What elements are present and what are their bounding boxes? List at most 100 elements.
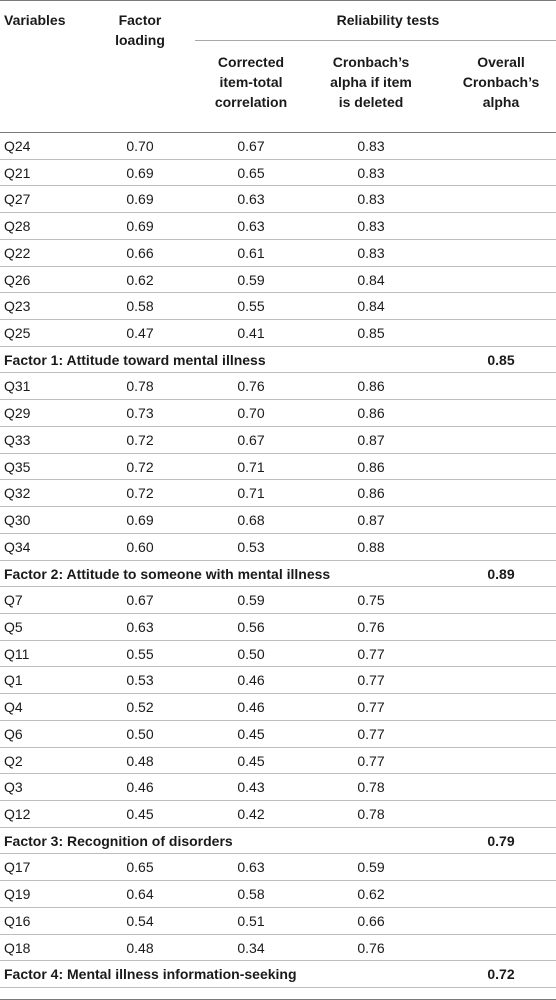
table-row: Q27 0.69 0.63 0.83: [0, 186, 556, 214]
table-row: Q32 0.72 0.71 0.86: [0, 480, 556, 508]
alpha-if-deleted-cell: 0.77: [357, 752, 385, 769]
alpha-if-deleted-cell: 0.75: [357, 592, 385, 609]
factor-loading-cell: 0.72: [126, 485, 154, 502]
corrected-correlation-cell: 0.68: [237, 512, 265, 529]
corrected-correlation-cell: 0.41: [237, 325, 265, 342]
variable-cell: Q7: [4, 592, 23, 609]
table-row: Q17 0.65 0.63 0.59: [0, 854, 556, 882]
variable-cell: Q34: [4, 538, 31, 555]
variable-cell: Q3: [4, 779, 23, 796]
table-row: Q24 0.70 0.67 0.83: [0, 133, 556, 160]
variable-cell: Q31: [4, 378, 31, 395]
alpha-if-deleted-cell: 0.62: [357, 886, 385, 903]
table-row: Q4 0.52 0.46 0.77: [0, 694, 556, 721]
table-row: Q23 0.58 0.55 0.84: [0, 293, 556, 321]
corrected-correlation-cell: 0.53: [237, 538, 265, 555]
variable-cell: Q25: [4, 325, 31, 342]
table-row: Q29 0.73 0.70 0.86: [0, 400, 556, 427]
factor-loading-cell: 0.54: [126, 912, 154, 929]
corrected-correlation-cell: 0.63: [237, 859, 265, 876]
alpha-if-deleted-cell: 0.77: [357, 672, 385, 689]
variable-cell: Q1: [4, 672, 23, 689]
alpha-if-deleted-cell: 0.78: [357, 779, 385, 796]
table-row: Q30 0.69 0.68 0.87: [0, 507, 556, 534]
alpha-if-deleted-cell: 0.86: [357, 458, 385, 475]
table-row: Q31 0.78 0.76 0.86: [0, 373, 556, 401]
factor-loading-cell: 0.55: [126, 645, 154, 662]
factor-loading-cell: 0.72: [126, 431, 154, 448]
factor-loading-cell: 0.60: [126, 538, 154, 555]
alpha-if-deleted-cell: 0.85: [357, 325, 385, 342]
alpha-if-deleted-cell: 0.86: [357, 485, 385, 502]
factor-loading-cell: 0.50: [126, 725, 154, 742]
variable-cell: Q17: [4, 859, 31, 876]
factor-loading-cell: 0.70: [126, 138, 154, 154]
factor-loading-cell: 0.69: [126, 512, 154, 529]
corrected-correlation-cell: 0.46: [237, 672, 265, 689]
factor-loading-cell: 0.63: [126, 618, 154, 635]
table-row: Q2 0.48 0.45 0.77: [0, 748, 556, 775]
table-row: Q3 0.46 0.43 0.78: [0, 774, 556, 801]
variable-cell: Q23: [4, 298, 31, 315]
factor-summary-row: Factor 4: Mental illness information-see…: [0, 961, 556, 988]
factor-loading-cell: 0.64: [126, 886, 154, 903]
variable-cell: Q6: [4, 725, 23, 742]
factor-summary-row: Factor 3: Recognition of disorders 0.79: [0, 828, 556, 855]
factor-label: Factor 1: Attitude toward mental illness: [4, 351, 266, 368]
factor-loading-cell: 0.48: [126, 939, 154, 956]
corrected-correlation-cell: 0.61: [237, 244, 265, 261]
alpha-if-deleted-cell: 0.88: [357, 538, 385, 555]
alpha-if-deleted-cell: 0.76: [357, 939, 385, 956]
corrected-correlation-cell: 0.45: [237, 752, 265, 769]
factor-loading-cell: 0.67: [126, 592, 154, 609]
factor-label: Factor 2: Attitude to someone with menta…: [4, 565, 331, 582]
col-header-reliability-tests: Reliability tests: [336, 12, 440, 28]
variable-cell: Q35: [4, 458, 31, 475]
factor-loading-cell: 0.69: [126, 218, 154, 235]
variable-cell: Q30: [4, 512, 31, 529]
factor-loading-cell: 0.62: [126, 271, 154, 288]
table-row: Q21 0.69 0.65 0.83: [0, 160, 556, 187]
col-header-alpha-if-deleted: Cronbach’s alpha if item is deleted: [330, 54, 412, 110]
factor-loading-cell: 0.69: [126, 191, 154, 208]
table-row: Q6 0.50 0.45 0.77: [0, 721, 556, 748]
col-header-corrected-item-total: Corrected item-total correlation: [214, 54, 288, 110]
table-row: Q25 0.47 0.41 0.85: [0, 320, 556, 347]
factor-loading-cell: 0.47: [126, 325, 154, 342]
table-row: Q5 0.63 0.56 0.76: [0, 614, 556, 641]
alpha-if-deleted-cell: 0.83: [357, 191, 385, 208]
factor-loading-cell: 0.72: [126, 458, 154, 475]
col-header-variables: Variables: [4, 12, 66, 28]
factor-loading-cell: 0.58: [126, 298, 154, 315]
corrected-correlation-cell: 0.55: [237, 298, 265, 315]
factor-loading-cell: 0.53: [126, 672, 154, 689]
variable-cell: Q11: [4, 645, 30, 662]
alpha-if-deleted-cell: 0.87: [357, 512, 385, 529]
corrected-correlation-cell: 0.63: [237, 218, 265, 235]
corrected-correlation-cell: 0.63: [237, 191, 265, 208]
col-header-factor-loading: Factor loading: [115, 12, 165, 48]
table-row: Q1 0.53 0.46 0.77: [0, 667, 556, 695]
table-row: Q11 0.55 0.50 0.77: [0, 641, 556, 668]
factor-label: Factor 3: Recognition of disorders: [4, 832, 233, 849]
alpha-if-deleted-cell: 0.86: [357, 378, 385, 395]
corrected-correlation-cell: 0.45: [237, 725, 265, 742]
corrected-correlation-cell: 0.34: [237, 939, 265, 956]
factor-label: Factor 4: Mental illness information-see…: [4, 966, 297, 983]
factor-summary-row: Factor 1: Attitude toward mental illness…: [0, 347, 556, 374]
overall-alpha-value: 0.72: [487, 966, 515, 983]
table-row: Q26 0.62 0.59 0.84: [0, 267, 556, 294]
alpha-if-deleted-cell: 0.83: [357, 244, 385, 261]
alpha-if-deleted-cell: 0.76: [357, 618, 385, 635]
factor-summary-row: Factor 2: Attitude to someone with menta…: [0, 561, 556, 588]
alpha-if-deleted-cell: 0.59: [357, 859, 385, 876]
table-row: Q33 0.72 0.67 0.87: [0, 427, 556, 454]
table-row: Q19 0.64 0.58 0.62: [0, 881, 556, 908]
table-body: Q24 0.70 0.67 0.83 Q21 0.69 0.65 0.83 Q27 0.69 0.6…: [0, 133, 556, 988]
variable-cell: Q16: [4, 912, 31, 929]
corrected-correlation-cell: 0.71: [237, 485, 265, 502]
overall-alpha-value: 0.89: [487, 565, 515, 582]
table-row: Q35 0.72 0.71 0.86: [0, 454, 556, 481]
corrected-correlation-cell: 0.59: [237, 592, 265, 609]
corrected-correlation-cell: 0.71: [237, 458, 265, 475]
